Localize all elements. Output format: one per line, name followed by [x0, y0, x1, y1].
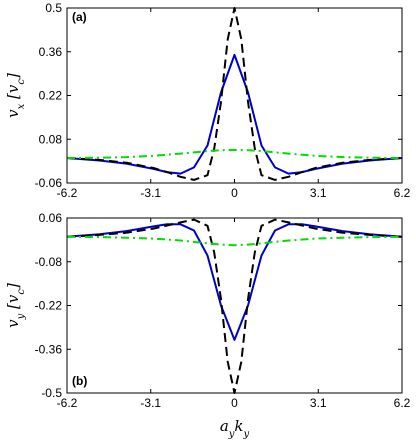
panel-b: -6.2 -3.1 0 3.1 6.2 -0.5 -0.36 -0.22 -0.08 0.06 (…: [4, 211, 411, 440]
panel-b-series-solid-line: [66, 223, 403, 341]
panel-a-ticks: -6.2 -3.1 0 3.1 6.2 -0.06 0.08 0.22 0.36 0.5: [35, 1, 411, 200]
panel-b-x-axis-label: ayky: [220, 417, 250, 440]
panel-a-y-tick-label: 0.08: [39, 132, 63, 146]
panel-a-x-tick-label: 6.2: [394, 186, 411, 200]
panel-a-y-tick-label: 0.36: [39, 45, 63, 59]
panel-b-x-tick-label: 3.1: [310, 396, 327, 410]
panel-b-y-tick-label: -0.5: [41, 386, 62, 400]
panel-b-y-tick-label: -0.08: [35, 255, 63, 269]
panel-a-series-dashed-line: [66, 7, 403, 181]
panel-b-label: (b): [72, 374, 87, 388]
panel-a-label: (a): [72, 10, 87, 24]
panel-a-y-axis-label: vx [vc]: [4, 73, 27, 118]
panel-a-x-tick-label: -3.1: [140, 186, 161, 200]
panel-a-y-tick-label: -0.06: [35, 176, 63, 190]
panel-a-x-tick-label: 0: [231, 186, 238, 200]
panel-b-y-tick-label: -0.36: [35, 342, 63, 356]
panel-b-x-tick-label: 6.2: [394, 396, 411, 410]
panel-b-series-dashdot-line: [66, 235, 403, 247]
panel-a-y-tick-label: 0.5: [45, 1, 62, 15]
panel-a-axes-box: [66, 7, 403, 184]
panel-a-x-tick-label: 3.1: [310, 186, 327, 200]
panel-a-x-tick-label: -6.2: [57, 186, 78, 200]
panel-a-y-tick-label: 0.22: [39, 89, 63, 103]
panel-a-series-layer: [66, 7, 403, 181]
panel-b-y-tick-label: 0.06: [39, 211, 63, 225]
panel-b-y-tick-label: -0.22: [35, 299, 63, 313]
panel-b-y-axis-label: vy [vc]: [4, 283, 27, 328]
panel-a-series-solid-line: [66, 53, 403, 175]
panel-a-series-dashdot-line: [66, 148, 403, 159]
panel-b-x-tick-label: -3.1: [140, 396, 161, 410]
panel-a: -6.2 -3.1 0 3.1 6.2-0.060.080.220.360.5 (a) …: [4, 1, 411, 200]
panel-b-x-tick-label: -6.2: [57, 396, 78, 410]
panel-b-ticks: -6.2 -3.1 0 3.1 6.2 -0.5 -0.36 -0.22 -0.08 0.06: [35, 211, 411, 410]
panel-b-x-tick-label: 0: [231, 396, 238, 410]
panel-b-series-layer: [66, 218, 403, 394]
